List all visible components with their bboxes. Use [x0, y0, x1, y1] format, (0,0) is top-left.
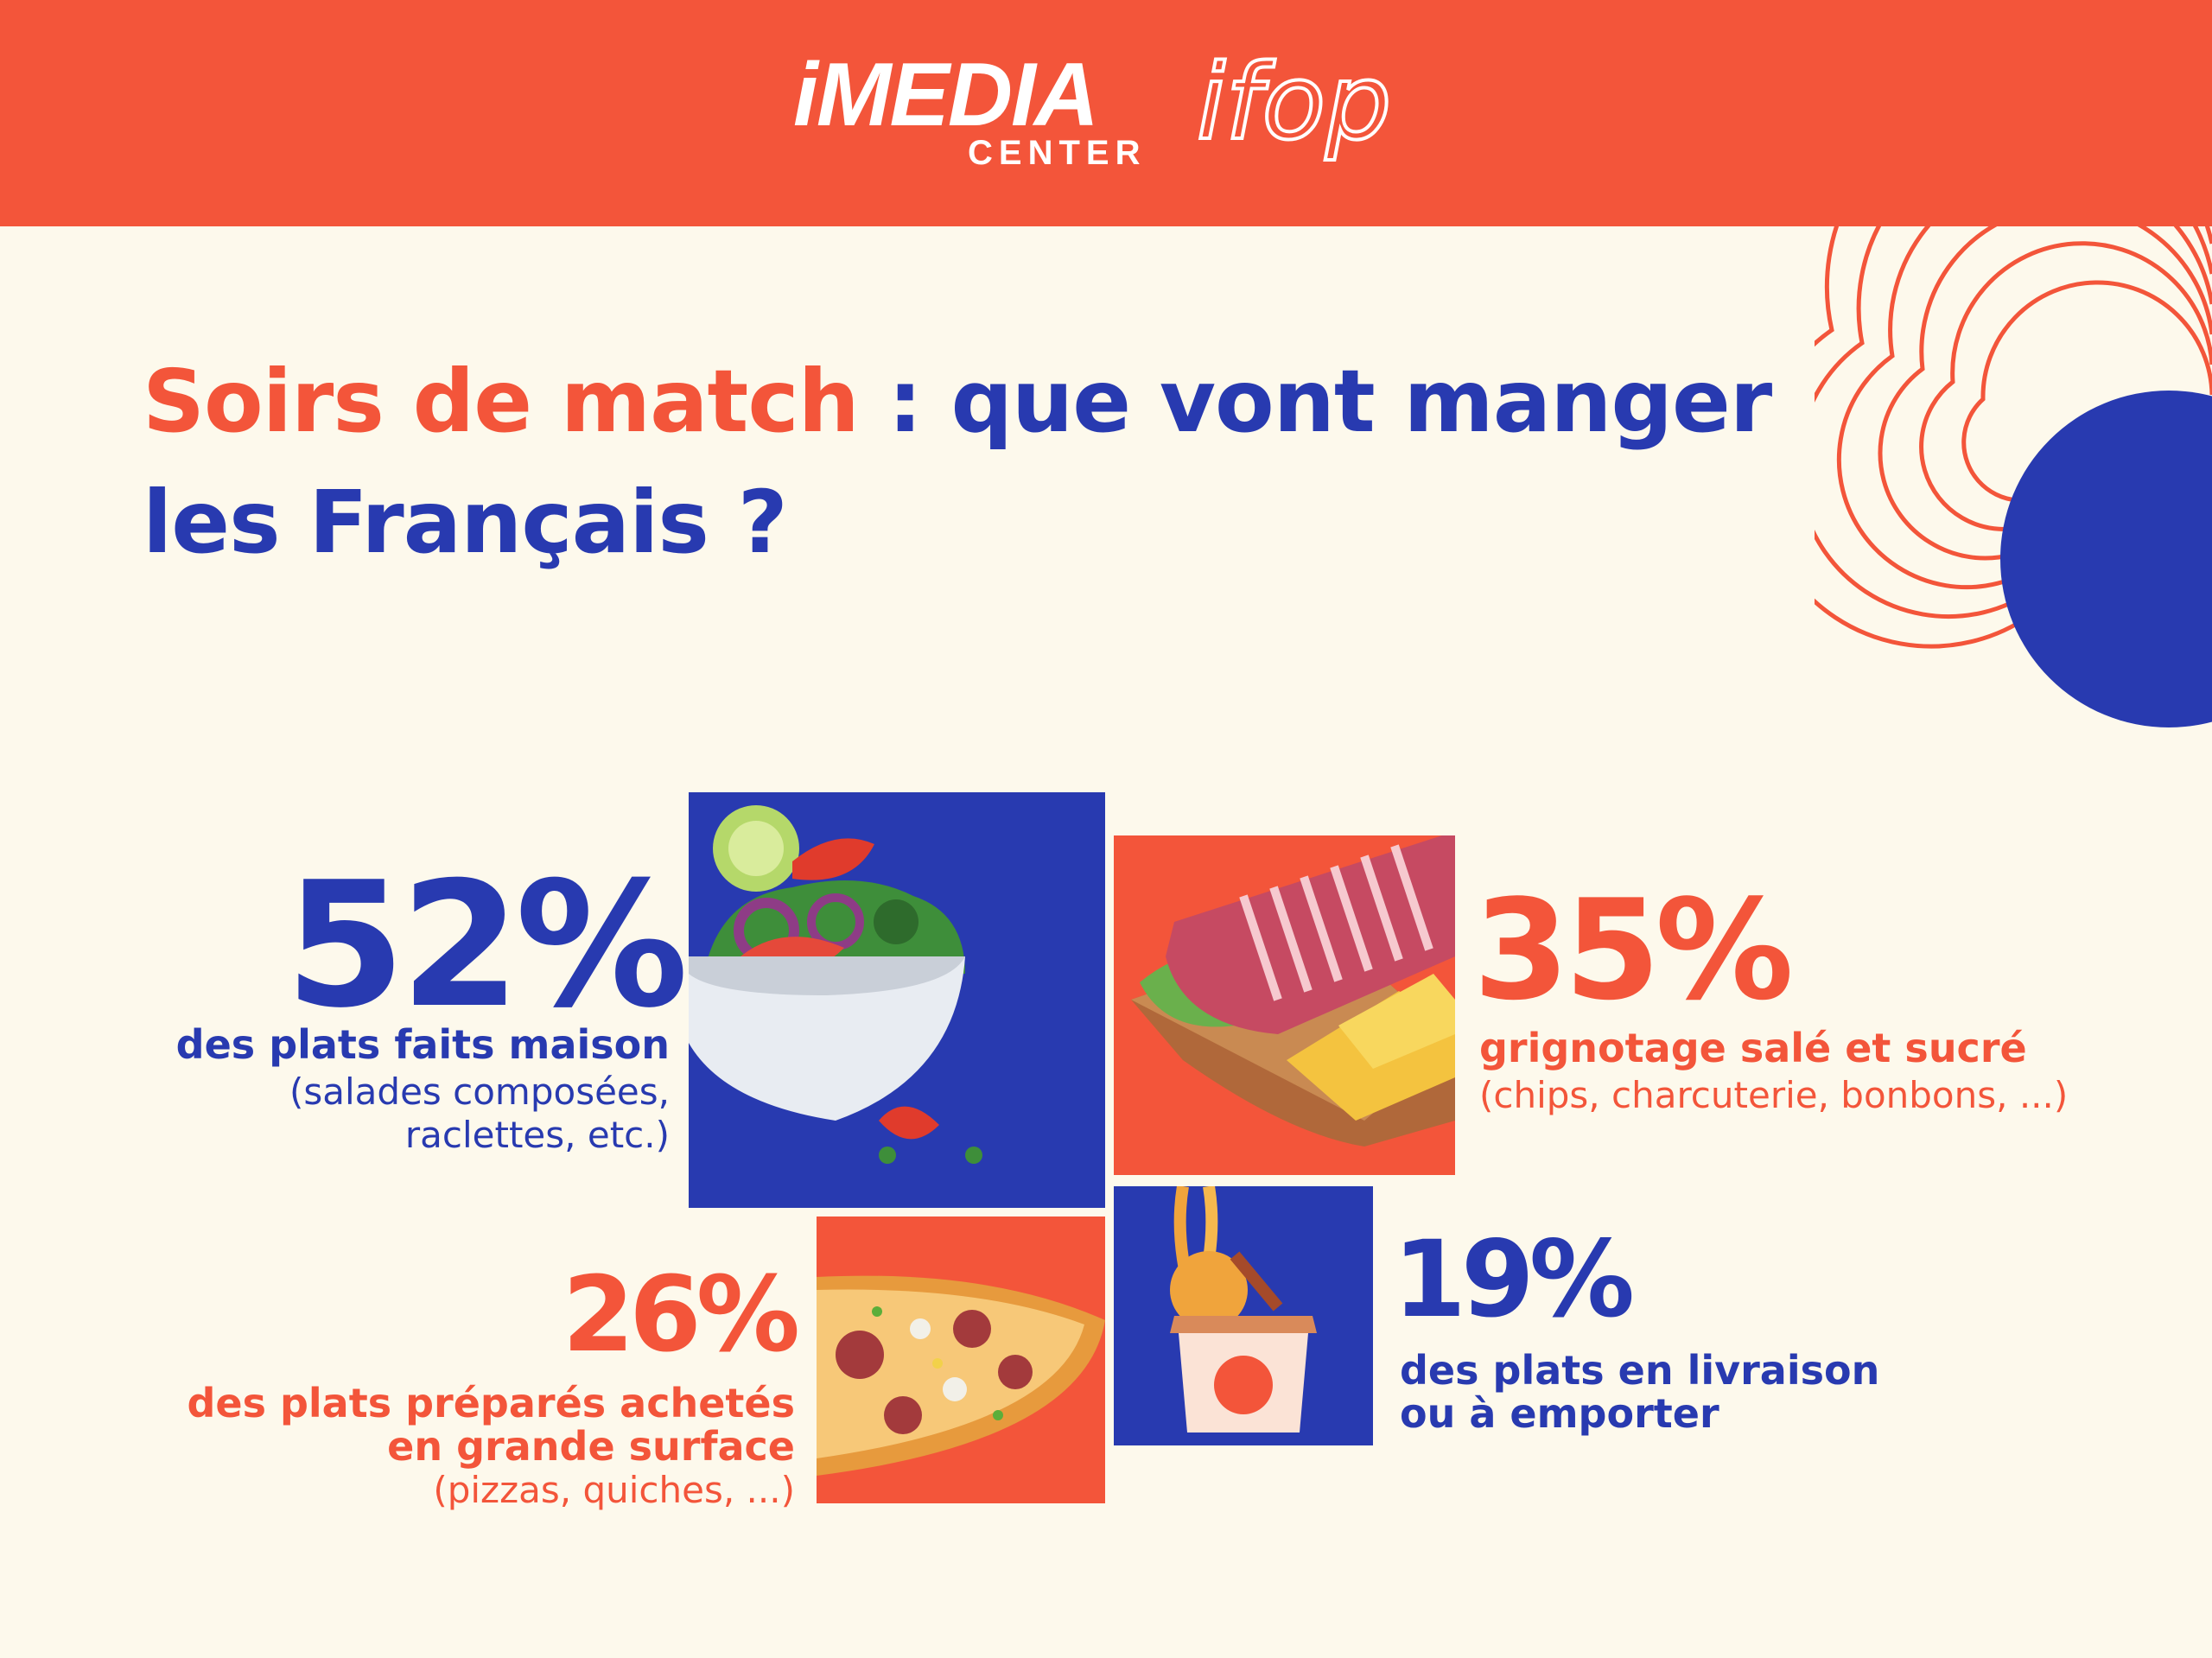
stat-19-label-line1: des plats en livraison [1400, 1347, 1880, 1394]
charcuterie-board-icon [1114, 835, 1455, 1175]
logo-center-word: CENTER [968, 134, 1147, 172]
stat-52-sub-line1: (salades composées, [289, 1070, 670, 1113]
stat-35-value: 35% [1473, 869, 1794, 1031]
takeaway-tile [1114, 1186, 1373, 1445]
title-accent: Soirs de match [143, 351, 860, 452]
pizza-icon [817, 1217, 1105, 1503]
pizza-tile [817, 1217, 1105, 1503]
decorative-arcs [1815, 226, 2212, 727]
logo-media-word: iMEDIA [793, 45, 1099, 145]
header-banner: iMEDIA CENTER ifop [0, 0, 2212, 226]
stat-19-label-line2: ou à emporter [1400, 1390, 1719, 1437]
stat-52-label: des plats faits maison [175, 1021, 670, 1068]
stat-19-value: 19% [1393, 1218, 1635, 1341]
takeaway-box-icon [1114, 1186, 1373, 1445]
stat-26-value: 26% [562, 1255, 800, 1375]
ifop-logo: ifop [1197, 41, 1393, 165]
title-line1-rest: : que vont manger [858, 351, 1773, 452]
ifop-wordmark: ifop [1197, 43, 1391, 163]
stat-52-value: 52% [285, 845, 689, 1046]
salad-bowl-icon [689, 792, 1105, 1208]
stat-52-sub-line2: raclettes, etc.) [404, 1114, 670, 1156]
title-line2: les Français ? [143, 472, 788, 573]
stat-26-sub-line1: (pizzas, quiches, ...) [433, 1469, 795, 1511]
page-title: Soirs de match : que vont manger les Fra… [143, 341, 1871, 583]
stat-26-label-line1: des plats préparés achetés [187, 1380, 795, 1426]
stat-26-label-line2: en grande surface [387, 1423, 795, 1470]
charcuterie-tile [1114, 835, 1455, 1175]
stat-35-sub-line1: (chips, charcuterie, bonbons, ...) [1479, 1074, 2069, 1116]
salad-tile [689, 792, 1105, 1208]
decorative-circle [2000, 391, 2212, 727]
imedia-center-logo: iMEDIA CENTER [786, 48, 1149, 177]
stat-35-label: grignotage salé et sucré [1479, 1025, 2027, 1071]
